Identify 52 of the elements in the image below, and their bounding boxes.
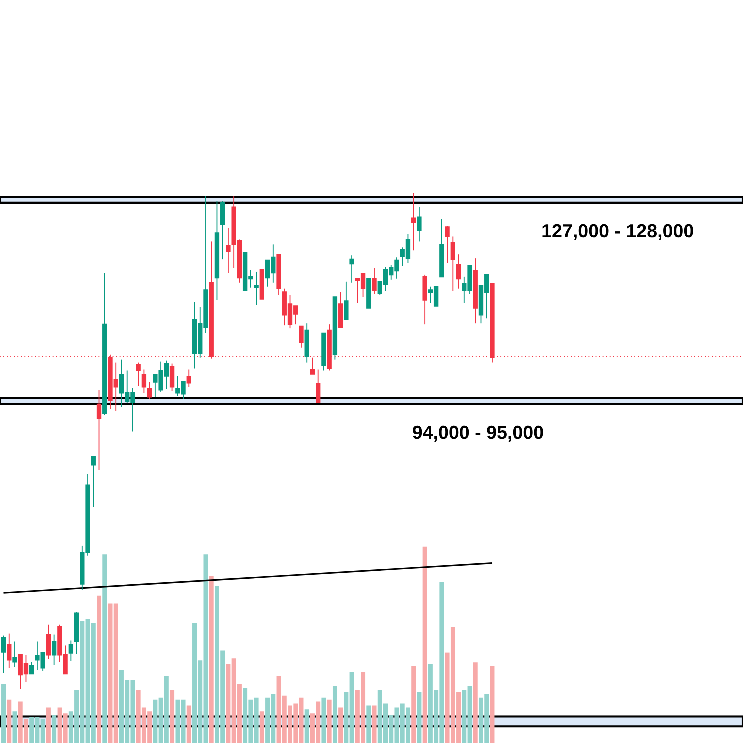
bar — [52, 716, 57, 743]
bar — [422, 546, 428, 743]
candlestick — [456, 254, 462, 290]
candlestick — [46, 624, 52, 660]
bar — [327, 700, 332, 743]
bar — [170, 690, 175, 743]
bar — [372, 706, 377, 743]
candlestick — [310, 357, 316, 375]
candlestick — [147, 382, 152, 400]
candlestick — [7, 633, 12, 669]
candlestick — [344, 281, 349, 320]
bar — [332, 686, 338, 743]
candlestick — [299, 326, 304, 348]
candlestick — [96, 390, 102, 470]
candlestick — [12, 641, 18, 668]
candlestick — [338, 292, 344, 328]
bar — [7, 700, 12, 743]
bar — [417, 692, 422, 743]
bar — [304, 710, 310, 743]
candlestick — [316, 369, 321, 404]
bar — [97, 596, 102, 743]
candlestick — [136, 362, 141, 387]
candlestick — [52, 634, 57, 666]
band-label: 127,000 - 128,000 — [542, 224, 694, 240]
candlestick — [445, 226, 450, 264]
bar — [338, 708, 344, 743]
candlestick — [422, 274, 428, 326]
bar — [473, 662, 478, 743]
bar — [2, 684, 6, 743]
candlestick — [1, 635, 6, 674]
candlestick — [411, 192, 416, 252]
candlestick — [450, 236, 456, 292]
bar — [102, 554, 108, 743]
candlestick — [170, 363, 175, 392]
bar — [12, 712, 18, 743]
candlestick — [220, 200, 226, 260]
bar — [322, 698, 326, 743]
bar — [209, 576, 214, 743]
candlestick — [350, 255, 354, 284]
bar — [260, 712, 264, 743]
bar — [366, 706, 372, 743]
candlestick — [142, 369, 147, 394]
candlestick — [417, 206, 422, 242]
bar — [186, 706, 192, 743]
bar — [46, 708, 51, 743]
candlestick — [254, 272, 259, 306]
candlestick — [91, 456, 96, 508]
candlestick — [186, 369, 192, 388]
band-label: 94,000 - 95,000 — [413, 426, 544, 442]
candlestick — [372, 268, 377, 295]
candlestick — [30, 662, 34, 675]
candlestick — [68, 640, 74, 662]
